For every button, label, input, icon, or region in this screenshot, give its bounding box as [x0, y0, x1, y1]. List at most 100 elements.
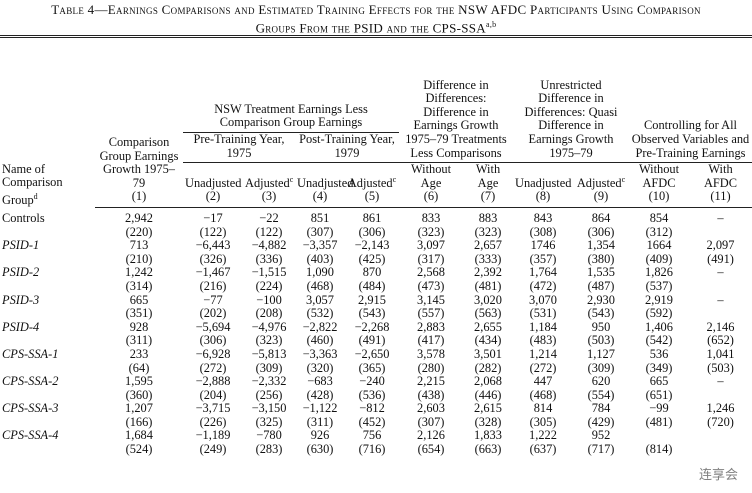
name-header-label: Name of Comparison Group [2, 161, 63, 207]
column-number: (5) [345, 190, 399, 208]
estimate: −2,332 [251, 374, 287, 389]
column-label: Unadjusted [297, 175, 354, 190]
standard-error: (484) [358, 278, 386, 293]
column-header: Comparison Group Earnings Growth 1975–79 [99, 135, 179, 190]
standard-error: (409) [645, 251, 673, 266]
standard-error: (563) [474, 306, 502, 321]
estimate: 1,184 [529, 319, 557, 334]
estimate: 713 [129, 238, 149, 253]
se-row: (311) (306) (323) (460) (491) (417) (434) (483)… [0, 334, 752, 348]
se-row: (166) (226) (325) (311) (452) (307) (328) (305)… [0, 414, 752, 430]
standard-error: (307) [417, 414, 445, 429]
results-table: Name of Comparison Groupd Comparison Gro… [0, 35, 752, 457]
estimate: −1,189 [195, 428, 231, 443]
name-header-footnote: d [33, 191, 38, 201]
column-header: Without AFDC [629, 162, 689, 191]
column-header: Adjustedc [345, 163, 399, 191]
standard-error: (365) [358, 360, 386, 375]
standard-error: (311) [306, 414, 334, 429]
standard-error: (305) [529, 414, 557, 429]
column-number: (3) [243, 190, 295, 208]
estimate: 2,146 [706, 319, 735, 334]
standard-error: (307) [306, 224, 334, 239]
column-header: Unadjusted [183, 163, 243, 191]
estimate: 1,242 [125, 265, 153, 280]
title-footnote: a,b [485, 20, 497, 29]
estimate: 861 [362, 210, 382, 225]
column-footnote: c [289, 174, 294, 184]
standard-error: (481) [645, 414, 673, 429]
estimate: 2,568 [417, 265, 445, 280]
estimate: 2,068 [474, 374, 502, 389]
standard-error: (717) [587, 442, 615, 457]
standard-error: (314) [125, 278, 153, 293]
column-label: Adjusted [347, 175, 393, 190]
estimate: −3,150 [251, 401, 287, 416]
estimate: 952 [591, 428, 611, 443]
standard-error: (543) [587, 306, 615, 321]
standard-error: (716) [358, 442, 386, 457]
se-row: (351) (202) (208) (532) (543) (557) (563) (531)… [0, 307, 752, 321]
estimate: – [717, 374, 724, 389]
standard-error: (308) [529, 224, 557, 239]
spacer [0, 389, 95, 403]
standard-error: (328) [474, 414, 502, 429]
spacer [0, 416, 95, 430]
column-number: (10) [629, 190, 689, 208]
estimate-row: PSID-3 665 −77 −100 3,057 2,915 3,145 3,020 3,07… [0, 292, 752, 308]
standard-error: (417) [417, 333, 445, 348]
estimate: −683 [307, 374, 333, 389]
standard-error: (306) [199, 333, 227, 348]
group-name: PSID-3 [2, 292, 40, 307]
standard-error: (503) [587, 333, 615, 348]
estimate: 833 [421, 210, 441, 225]
standard-error: (531) [529, 306, 557, 321]
estimate: 864 [591, 210, 611, 225]
standard-error: (249) [199, 442, 227, 457]
column-footnote: c [621, 174, 626, 184]
standard-error: (204) [199, 387, 227, 402]
standard-error: (403) [306, 251, 334, 266]
estimate: −100 [256, 292, 282, 307]
estimate: 2,915 [358, 292, 386, 307]
group-header: Difference in Differences: Difference in… [399, 36, 513, 164]
group-name: CPS-SSA-1 [2, 346, 59, 361]
standard-error: (481) [474, 278, 502, 293]
estimate-row: PSID-2 1,242 −1,467 −1,515 1,090 870 2,568 2,39… [0, 266, 752, 280]
estimate: 1,041 [706, 346, 735, 361]
column-number: (9) [573, 190, 629, 208]
estimate: 950 [591, 319, 611, 334]
estimate: −3,357 [302, 238, 338, 253]
se-row: (360) (204) (256) (428) (536) (438) (446) (468)… [0, 387, 752, 403]
se-row: (210) (326) (336) (403) (425) (317) (333) (357)… [0, 251, 752, 267]
standard-error: (283) [255, 442, 283, 457]
column-label: With Age [475, 162, 501, 190]
estimate: 756 [362, 428, 382, 443]
estimate: −6,443 [195, 238, 231, 253]
standard-error: (438) [417, 387, 445, 402]
estimate: – [717, 292, 724, 307]
standard-error: (592) [645, 306, 673, 321]
estimate: −240 [359, 374, 385, 389]
standard-error: (311) [125, 333, 153, 348]
column-number: (8) [513, 190, 573, 208]
estimate-row: PSID-1 713 −6,443 −4,882 −3,357 −2,143 3,097 2,… [0, 239, 752, 253]
estimate: 1,127 [587, 346, 615, 361]
standard-error: (224) [255, 278, 283, 293]
column-number: (7) [463, 190, 513, 208]
se-row: (314) (216) (224) (468) (484) (473) (481) (472)… [0, 278, 752, 294]
estimate-row: CPS-SSA-1 233 −6,928 −5,813 −3,363 −2,650 3,57… [0, 346, 752, 362]
estimate: 2,615 [474, 401, 502, 416]
standard-error: (434) [474, 333, 502, 348]
standard-error: (64) [128, 360, 150, 375]
se-row: (220) (122) (122) (307) (306) (323) (323) (308)… [0, 224, 752, 240]
standard-error: (210) [125, 251, 153, 266]
estimate: 928 [129, 319, 149, 334]
standard-error [689, 280, 752, 294]
estimate: 2,655 [474, 319, 502, 334]
estimate: 2,657 [474, 238, 502, 253]
column-label: Without Age [410, 162, 452, 190]
estimate: −2,888 [195, 374, 231, 389]
standard-error: (720) [707, 414, 734, 429]
subgroup-header: Post-Training Year, 1979 [295, 132, 399, 164]
